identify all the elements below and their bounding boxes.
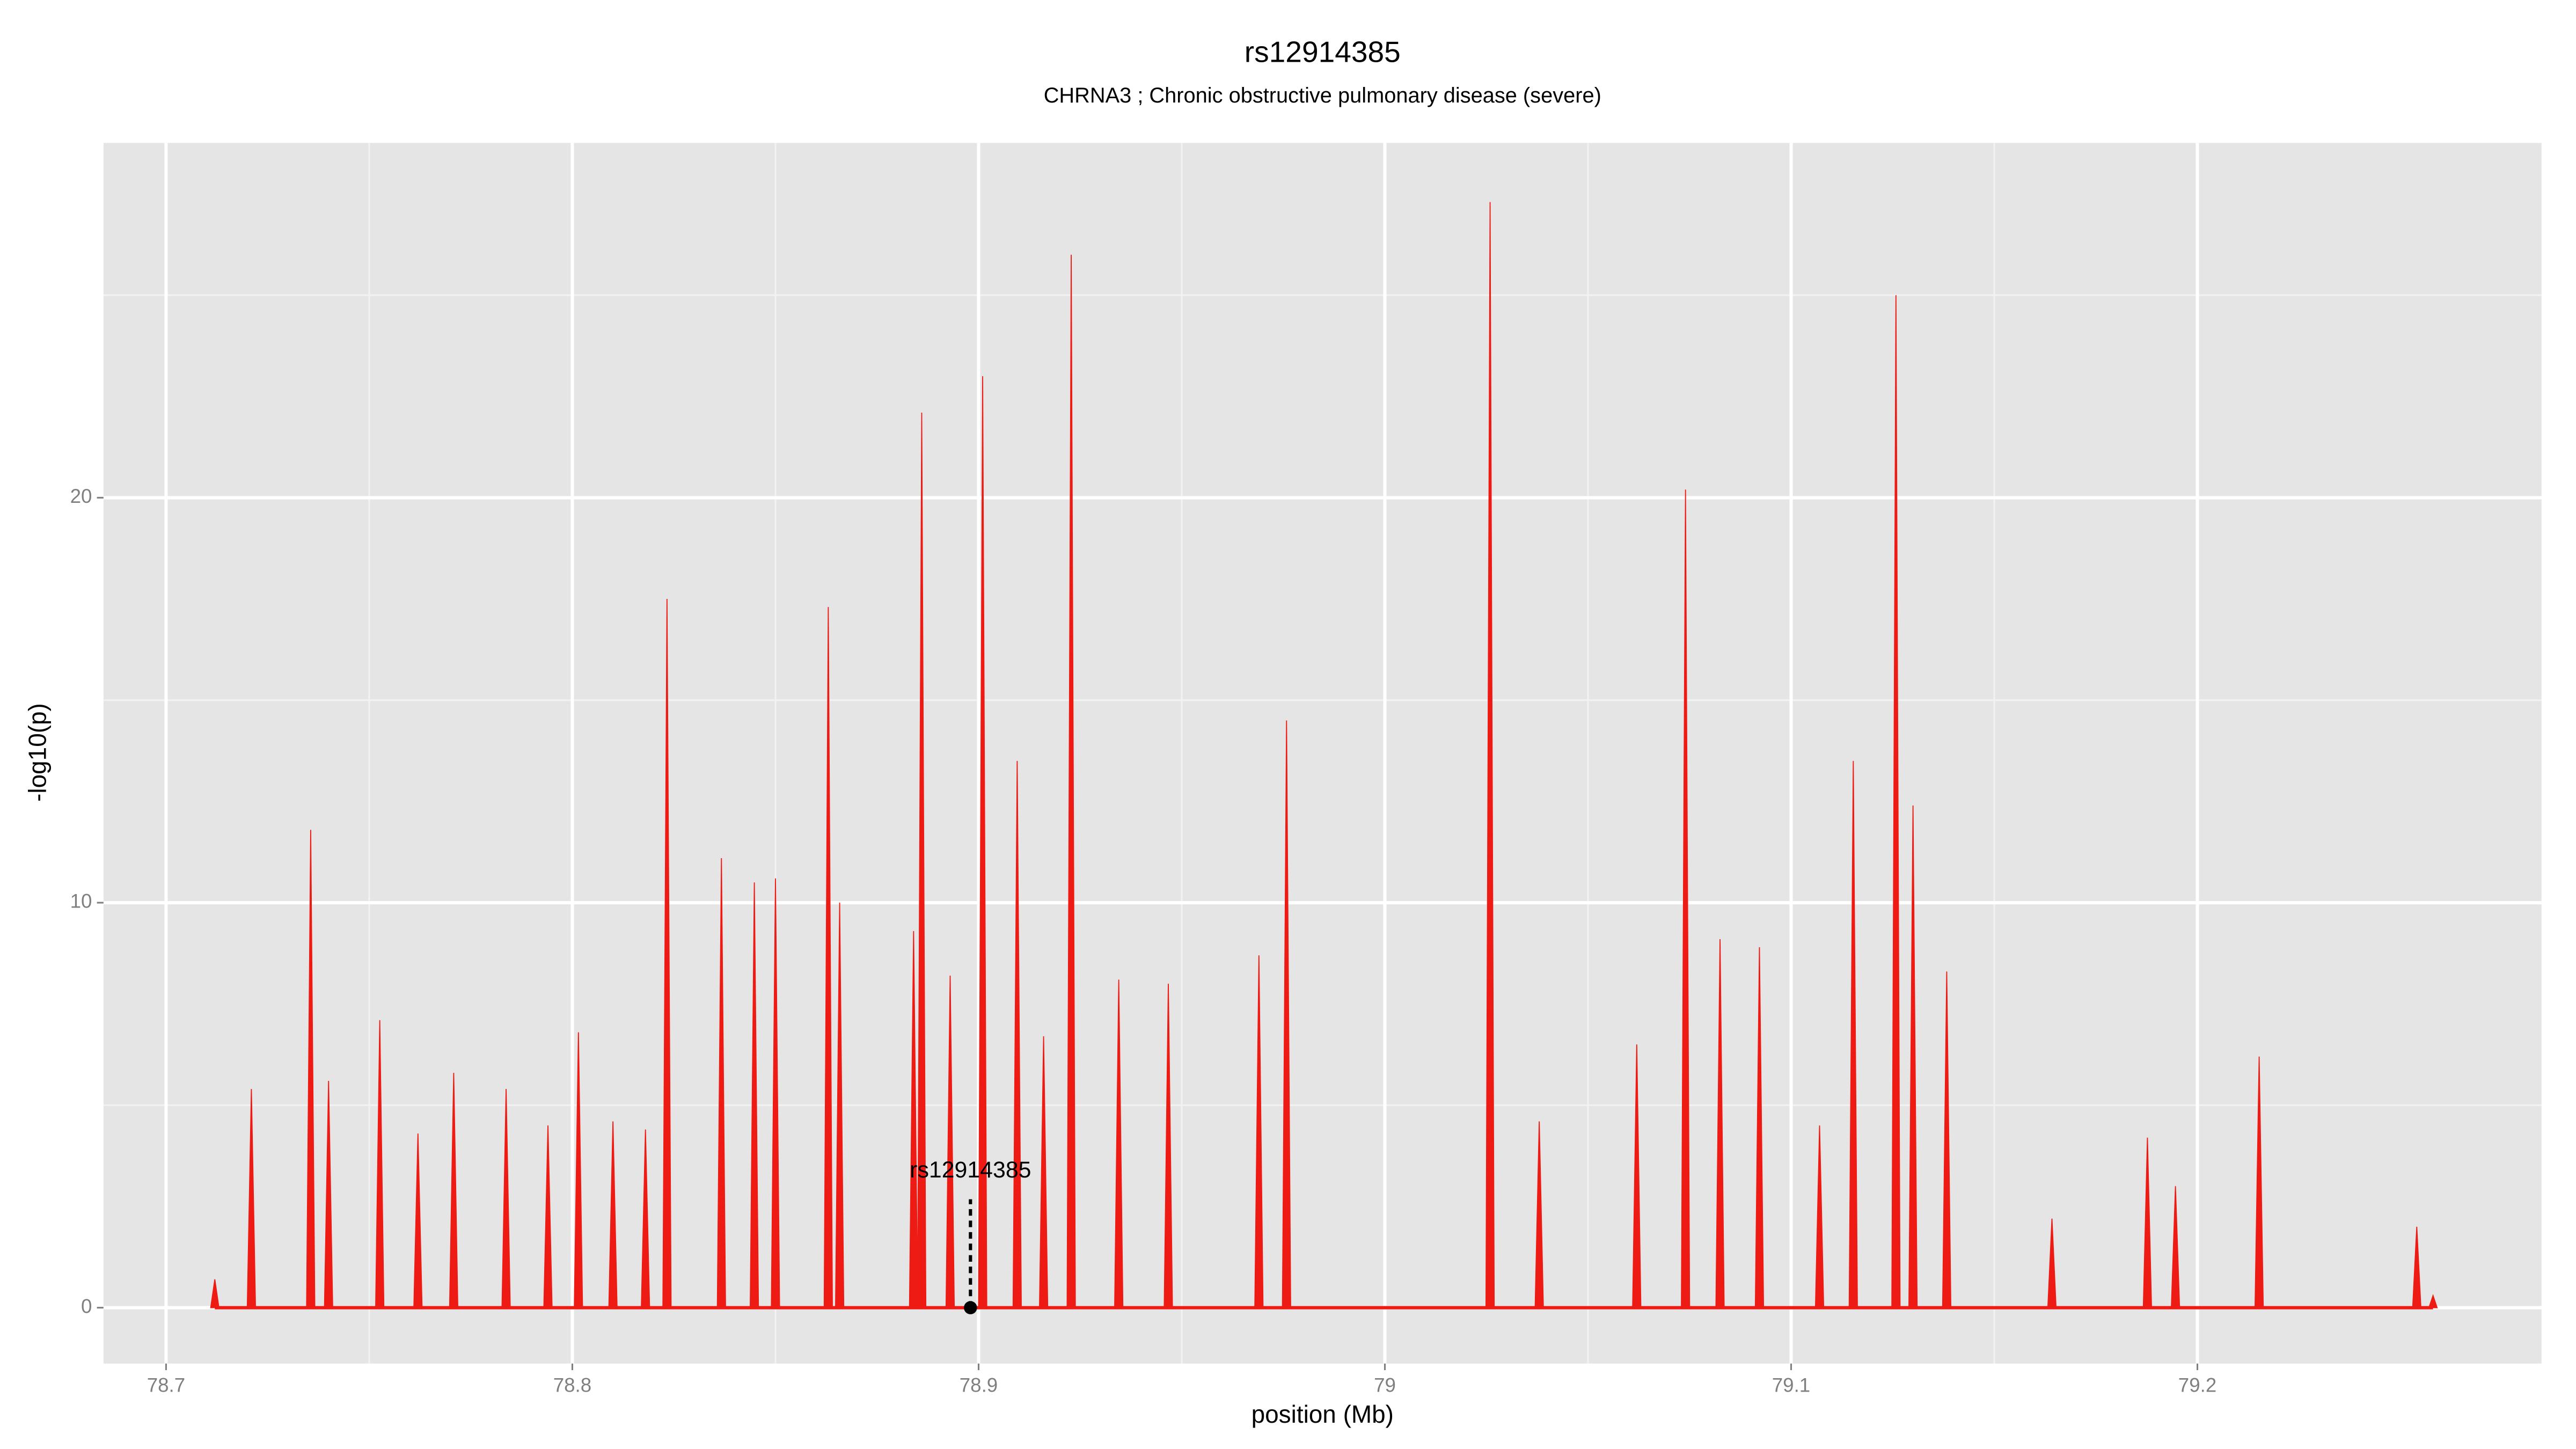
spike <box>662 599 672 1308</box>
spike <box>306 830 316 1308</box>
x-tick-label: 79.2 <box>2178 1374 2216 1396</box>
spike <box>716 858 726 1308</box>
spike <box>1039 1036 1049 1308</box>
spike <box>2171 1186 2180 1308</box>
y-axis-label: -log10(p) <box>24 703 52 802</box>
y-tick-label: 0 <box>81 1295 92 1317</box>
x-tick-label: 79.1 <box>1772 1374 1810 1396</box>
chart-title: rs12914385 <box>1245 35 1401 69</box>
x-tick-label: 79 <box>1374 1374 1396 1396</box>
x-axis-label: position (Mb) <box>1252 1400 1394 1428</box>
spike <box>1485 202 1495 1308</box>
spike <box>1632 1044 1642 1308</box>
x-tick-label: 78.8 <box>553 1374 591 1396</box>
spike <box>1066 254 1076 1308</box>
spike <box>324 1081 333 1308</box>
chart-subtitle: CHRNA3 ; Chronic obstructive pulmonary d… <box>1044 84 1601 107</box>
annotation-label: rs12914385 <box>910 1157 1031 1183</box>
spike <box>1534 1121 1544 1308</box>
spike <box>1114 979 1124 1308</box>
spike <box>835 903 845 1308</box>
spike <box>917 412 927 1308</box>
spike <box>1254 955 1264 1308</box>
spike <box>978 376 987 1308</box>
spike <box>1715 939 1725 1308</box>
spike <box>246 1089 257 1308</box>
spike <box>608 1121 618 1308</box>
spike <box>1012 760 1022 1308</box>
x-tick-label: 78.9 <box>960 1374 998 1396</box>
spike <box>1908 805 1918 1308</box>
plot-panel <box>103 143 2542 1364</box>
spike <box>1163 983 1173 1308</box>
y-tick-label: 10 <box>70 890 92 912</box>
spike <box>641 1129 650 1308</box>
spike <box>2255 1056 2264 1308</box>
spike <box>750 882 759 1308</box>
spike <box>501 1089 511 1308</box>
spike <box>1681 489 1690 1308</box>
spike <box>1848 760 1858 1308</box>
spike <box>449 1072 458 1308</box>
spike <box>2047 1218 2057 1308</box>
spike <box>2428 1294 2438 1308</box>
spike <box>413 1133 423 1308</box>
spike <box>1754 947 1765 1308</box>
spike <box>909 931 918 1308</box>
spike <box>2412 1226 2421 1308</box>
spike <box>823 607 833 1308</box>
spike <box>1282 720 1291 1308</box>
spike <box>945 975 955 1308</box>
spike <box>375 1020 385 1308</box>
annotation-point <box>964 1301 977 1314</box>
spike <box>543 1125 553 1308</box>
spike <box>1891 295 1901 1308</box>
y-tick-label: 20 <box>70 485 92 507</box>
spike <box>1942 971 1952 1308</box>
spike <box>210 1279 219 1308</box>
spike <box>2142 1137 2153 1308</box>
spike <box>1814 1125 1825 1308</box>
spike <box>771 878 780 1308</box>
x-tick-label: 78.7 <box>147 1374 185 1396</box>
spike <box>574 1032 583 1308</box>
